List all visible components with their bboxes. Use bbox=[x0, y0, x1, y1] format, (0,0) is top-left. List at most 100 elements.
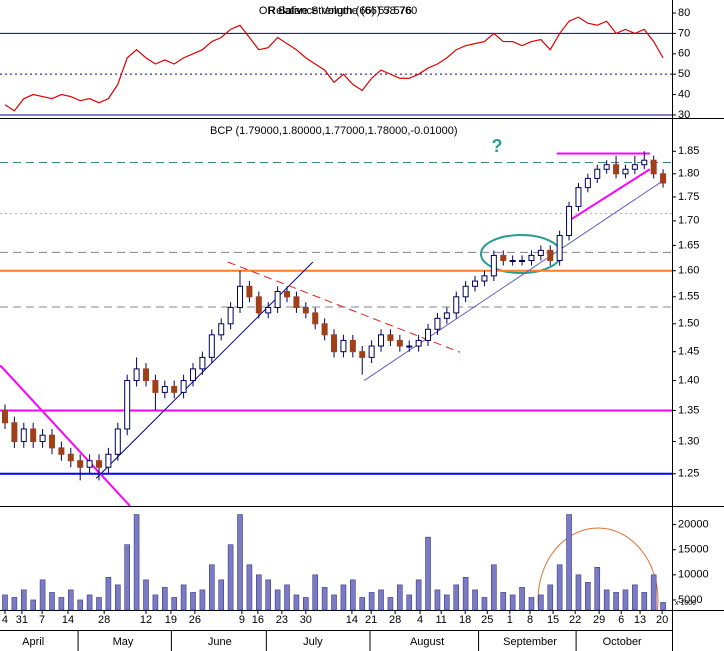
candle-body bbox=[199, 356, 206, 370]
candle-body bbox=[255, 296, 262, 314]
candle-body bbox=[434, 317, 441, 330]
volume-bar bbox=[509, 594, 516, 611]
month-label: September bbox=[503, 636, 557, 648]
volume-bar bbox=[265, 579, 272, 611]
candle-body bbox=[20, 428, 27, 443]
y-tick-label: 1.45 bbox=[678, 346, 699, 358]
volume-bar bbox=[340, 584, 347, 611]
candle-body bbox=[641, 159, 648, 166]
x-tick-label: 6 bbox=[618, 614, 624, 626]
trend-line bbox=[363, 182, 661, 381]
volume-bar bbox=[227, 544, 234, 611]
month-label: April bbox=[22, 636, 44, 648]
y-tick-label: 80 bbox=[678, 7, 690, 19]
candle-body bbox=[547, 249, 554, 261]
candle-body bbox=[622, 168, 629, 175]
x-tick-label: 13 bbox=[634, 614, 646, 626]
candle-body bbox=[105, 453, 112, 468]
y-tick-label: 15000 bbox=[678, 544, 709, 556]
y-tick-label: 10000 bbox=[678, 569, 709, 581]
indicator-title-overlay: OR Balance Volume (66) 58.760 bbox=[259, 5, 417, 17]
volume-bar bbox=[105, 577, 112, 611]
month-label: June bbox=[208, 636, 232, 648]
volume-bar bbox=[641, 592, 648, 611]
volume-bar bbox=[124, 544, 130, 611]
volume-bar bbox=[11, 597, 18, 611]
y-tick-label: 1.30 bbox=[678, 435, 699, 447]
volume-bar bbox=[491, 564, 497, 611]
volume-bar bbox=[378, 589, 384, 611]
candle-body bbox=[387, 334, 394, 341]
volume-bar bbox=[528, 597, 535, 611]
candle-body bbox=[39, 434, 46, 443]
candle-body bbox=[302, 307, 309, 314]
x-tick-label: 4 bbox=[2, 614, 8, 626]
candle-body bbox=[331, 334, 338, 353]
volume-bar bbox=[171, 597, 178, 611]
candle-body bbox=[490, 254, 497, 277]
candle-body bbox=[190, 368, 197, 382]
candle-body bbox=[396, 339, 403, 347]
volume-bar bbox=[152, 594, 159, 611]
x-tick-label: 28 bbox=[98, 614, 110, 626]
candle-body bbox=[180, 380, 187, 393]
rsi-line bbox=[4, 16, 664, 112]
month-label: July bbox=[303, 636, 323, 648]
candle-body bbox=[293, 296, 300, 309]
x-tick-label: 9 bbox=[239, 614, 245, 626]
candle-body bbox=[575, 187, 582, 207]
candle-body bbox=[114, 428, 121, 455]
candle-body bbox=[95, 460, 102, 468]
y-tick-label: 1.35 bbox=[678, 404, 699, 416]
month-label: May bbox=[113, 636, 134, 648]
volume-bar bbox=[594, 566, 601, 611]
volume-bar bbox=[199, 589, 206, 611]
candle-body bbox=[406, 345, 413, 348]
x-tick-label: 1 bbox=[507, 614, 513, 626]
x-tick-label: 23 bbox=[276, 614, 288, 626]
y-tick-label: 1.25 bbox=[678, 468, 699, 480]
candle-body bbox=[566, 205, 573, 236]
x-tick-label: 25 bbox=[481, 614, 493, 626]
volume-bar bbox=[237, 514, 243, 611]
volume-bar bbox=[613, 592, 619, 611]
y-tick-label: 5000 bbox=[678, 594, 702, 606]
price-title: BCP (1.79000,1.80000,1.77000,1.78000,-0.… bbox=[210, 125, 458, 137]
y-tick-label: 1.70 bbox=[678, 215, 699, 227]
x-tick-label: 29 bbox=[593, 614, 605, 626]
x-tick-label: 15 bbox=[547, 614, 559, 626]
candle-body bbox=[378, 334, 385, 347]
candle-body bbox=[1, 409, 8, 424]
x-tick-label: 11 bbox=[435, 614, 446, 626]
volume-bar bbox=[312, 574, 319, 611]
volume-bar bbox=[303, 597, 309, 611]
x-tick-label: 28 bbox=[389, 614, 401, 626]
x-tick-label: 18 bbox=[459, 614, 471, 626]
volume-bar bbox=[660, 602, 666, 611]
candle-body bbox=[274, 291, 281, 309]
x-tick-label: 7 bbox=[39, 614, 45, 626]
candle-body bbox=[453, 296, 460, 314]
volume-bar bbox=[406, 594, 413, 611]
x-tick-label: 31 bbox=[16, 614, 28, 626]
candle-body bbox=[425, 328, 432, 341]
indicator-title: Relative Strength (66) 57.576 bbox=[268, 5, 412, 17]
candle-body bbox=[359, 351, 366, 358]
y-tick-label: 1.55 bbox=[678, 291, 699, 303]
y-tick-label: 40 bbox=[678, 88, 690, 100]
candle-body bbox=[660, 173, 667, 184]
volume-bar bbox=[180, 584, 187, 611]
volume-bar bbox=[274, 589, 281, 611]
candle-body bbox=[650, 159, 657, 175]
candle-body bbox=[594, 168, 601, 179]
candle-body bbox=[340, 339, 347, 353]
volume-bar bbox=[143, 579, 149, 611]
volume-bar bbox=[284, 584, 290, 611]
volume-bar bbox=[2, 594, 8, 611]
volume-bar bbox=[246, 564, 253, 611]
volume-bar bbox=[444, 594, 450, 611]
candle-body bbox=[67, 453, 74, 462]
candle-body bbox=[415, 339, 422, 347]
